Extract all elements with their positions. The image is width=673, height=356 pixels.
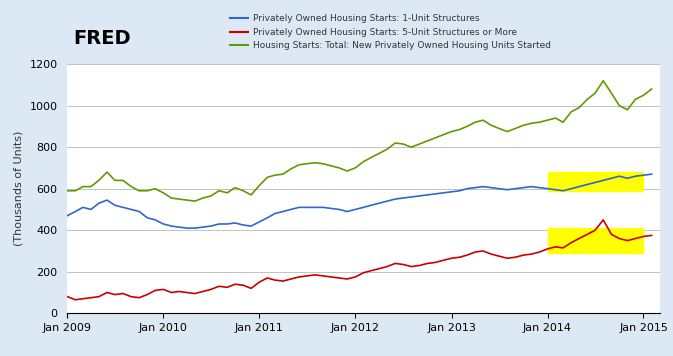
Legend: Privately Owned Housing Starts: 1-Unit Structures, Privately Owned Housing Start: Privately Owned Housing Starts: 1-Unit S…	[227, 12, 553, 53]
Y-axis label: (Thousands of Units): (Thousands of Units)	[14, 131, 24, 246]
Bar	[548, 172, 643, 191]
Bar	[548, 228, 643, 253]
Text: FRED: FRED	[73, 29, 131, 48]
